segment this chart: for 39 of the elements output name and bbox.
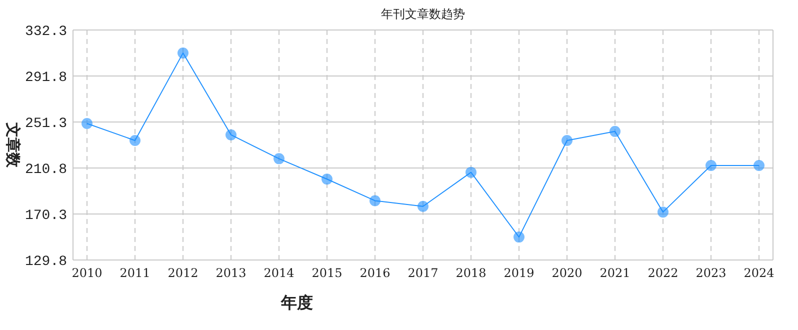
x-tick-label: 2022 — [648, 266, 678, 280]
x-tick-label: 2011 — [120, 266, 150, 280]
point — [130, 135, 140, 146]
point — [658, 206, 668, 218]
y-tick-label: 129.8 — [24, 254, 67, 270]
point — [322, 174, 332, 185]
y-tick-label: 251.3 — [24, 116, 67, 132]
x-tick-label: 2012 — [168, 266, 198, 280]
y-axis-title: 文章数 — [4, 122, 22, 168]
x-tick-label: 2024 — [744, 266, 775, 280]
point — [82, 118, 92, 129]
x-tick-label: 2020 — [552, 266, 582, 280]
point — [610, 126, 620, 137]
y-tick-label: 210.8 — [24, 162, 67, 178]
x-tick-label: 2019 — [504, 266, 534, 280]
x-tick-label: 2018 — [456, 266, 486, 280]
point — [226, 129, 236, 140]
point — [274, 153, 284, 164]
x-axis-title: 年度 — [280, 293, 313, 312]
point — [754, 160, 764, 171]
x-tick-label: 2017 — [408, 266, 438, 280]
y-tick-label: 332.3 — [24, 24, 67, 40]
x-tick-label: 2023 — [696, 266, 726, 280]
point — [418, 200, 428, 212]
y-tick-label: 170.3 — [24, 208, 67, 224]
x-tick-label: 2021 — [600, 266, 630, 280]
point — [178, 48, 188, 59]
point — [706, 160, 716, 171]
x-tick-label: 2015 — [312, 266, 342, 280]
chart-title: 年刊文章数趋势 — [381, 7, 465, 21]
point — [514, 232, 524, 243]
x-tick-label: 2014 — [264, 266, 295, 280]
x-tick-label: 2013 — [216, 266, 246, 280]
x-tick-label: 2016 — [360, 266, 390, 280]
point — [562, 135, 572, 146]
x-tick-label: 2010 — [72, 266, 102, 280]
point — [466, 166, 476, 178]
point — [370, 195, 380, 206]
y-tick-label: 291.8 — [24, 70, 67, 86]
